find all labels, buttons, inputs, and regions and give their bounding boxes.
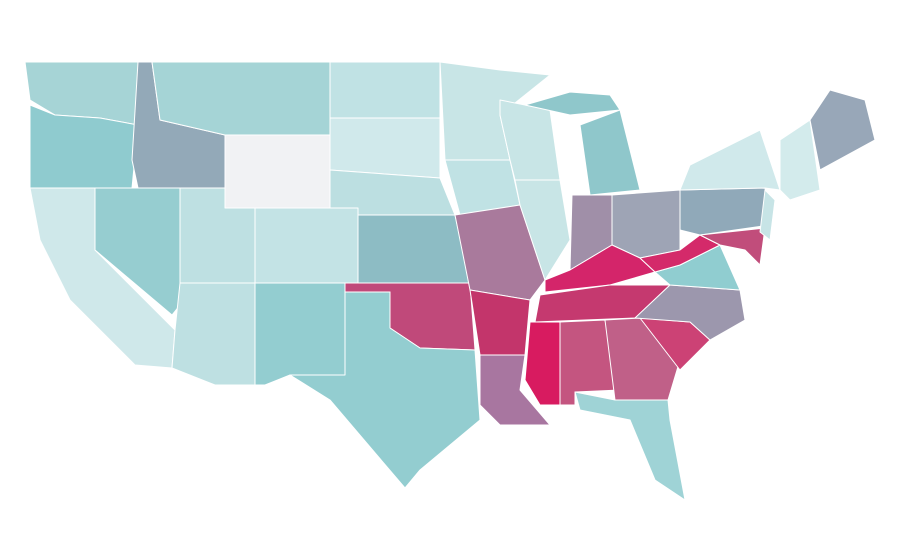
state-region <box>289 291 481 489</box>
state-region <box>514 179 571 281</box>
state-region <box>779 119 821 201</box>
state-region <box>809 89 876 171</box>
state-region <box>479 354 551 426</box>
state-region <box>679 129 781 191</box>
state-region <box>611 189 681 259</box>
state-region <box>224 134 331 209</box>
state-region <box>524 91 641 196</box>
state-region <box>171 282 256 386</box>
state-region <box>574 391 686 501</box>
state-region <box>151 61 331 136</box>
state-region <box>699 227 766 266</box>
state-region <box>469 289 531 356</box>
state-region <box>254 282 346 386</box>
state-region <box>604 317 681 401</box>
state-region <box>524 321 561 406</box>
state-region <box>254 207 359 284</box>
state-region <box>357 214 471 284</box>
state-region <box>759 189 776 241</box>
state-region <box>454 204 546 301</box>
state-region <box>329 61 441 119</box>
state-region <box>329 117 441 179</box>
states <box>24 61 876 501</box>
state-region <box>679 187 771 236</box>
